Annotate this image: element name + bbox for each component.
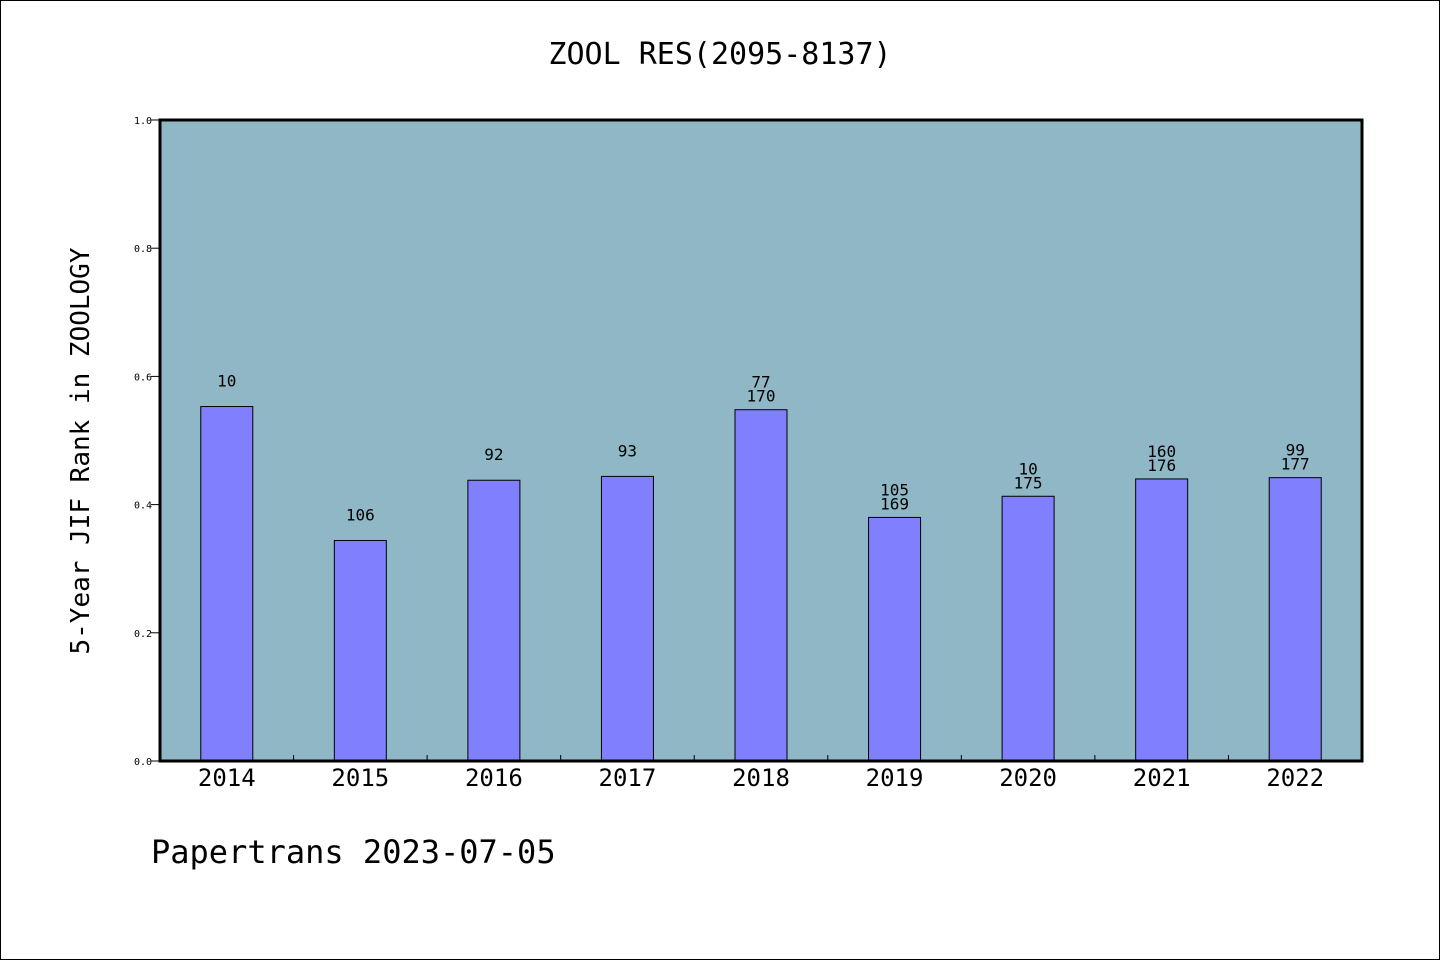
y-tick-label: 0.4 — [134, 501, 152, 512]
bar-data-label: 176 — [1147, 456, 1176, 475]
bar-data-label: 99 — [1286, 441, 1305, 460]
bar — [868, 516, 922, 762]
y-tick-label: 0.8 — [134, 244, 152, 255]
bar — [1135, 478, 1189, 762]
x-tick-label: 2017 — [599, 764, 657, 792]
x-tick-label: 2019 — [866, 764, 924, 792]
bar-data-label: 170 — [747, 387, 776, 406]
bar-data-label: 106 — [346, 505, 375, 524]
bar — [333, 539, 387, 762]
y-tick-label: 0.6 — [134, 372, 152, 383]
bar-data-label: 175 — [1014, 473, 1043, 492]
bar — [200, 406, 254, 762]
x-tick-label: 2016 — [465, 764, 523, 792]
x-tick-label: 2022 — [1266, 764, 1324, 792]
bar — [1268, 477, 1322, 762]
plot-border — [158, 118, 1364, 763]
bar — [1001, 495, 1055, 762]
bar-data-label: 105 — [880, 480, 909, 499]
bar — [600, 475, 654, 762]
x-tick-label: 2015 — [331, 764, 389, 792]
y-tick-label: 0.2 — [134, 629, 152, 640]
y-tick-label: 1.0 — [134, 116, 152, 127]
bar-data-label: 169 — [880, 494, 909, 513]
footer-credit: Papertrans 2023-07-05 — [151, 833, 556, 871]
bar-data-label: 77 — [751, 373, 770, 392]
chart-title: ZOOL RES(2095-8137) — [548, 37, 892, 72]
bar — [734, 409, 788, 762]
x-tick-label: 2014 — [198, 764, 256, 792]
bar-data-label: 10 — [217, 372, 236, 391]
x-tick-label: 2020 — [999, 764, 1057, 792]
y-tick-label: 0.0 — [134, 757, 152, 768]
x-tick-label: 2018 — [732, 764, 790, 792]
bar-data-label: 160 — [1147, 442, 1176, 461]
bar — [467, 479, 521, 762]
bar-data-label: 177 — [1281, 455, 1310, 474]
x-tick-label: 2021 — [1133, 764, 1191, 792]
bar-data-label: 92 — [484, 445, 503, 464]
bar-data-label: 93 — [618, 441, 637, 460]
bar-data-label: 10 — [1018, 459, 1037, 478]
